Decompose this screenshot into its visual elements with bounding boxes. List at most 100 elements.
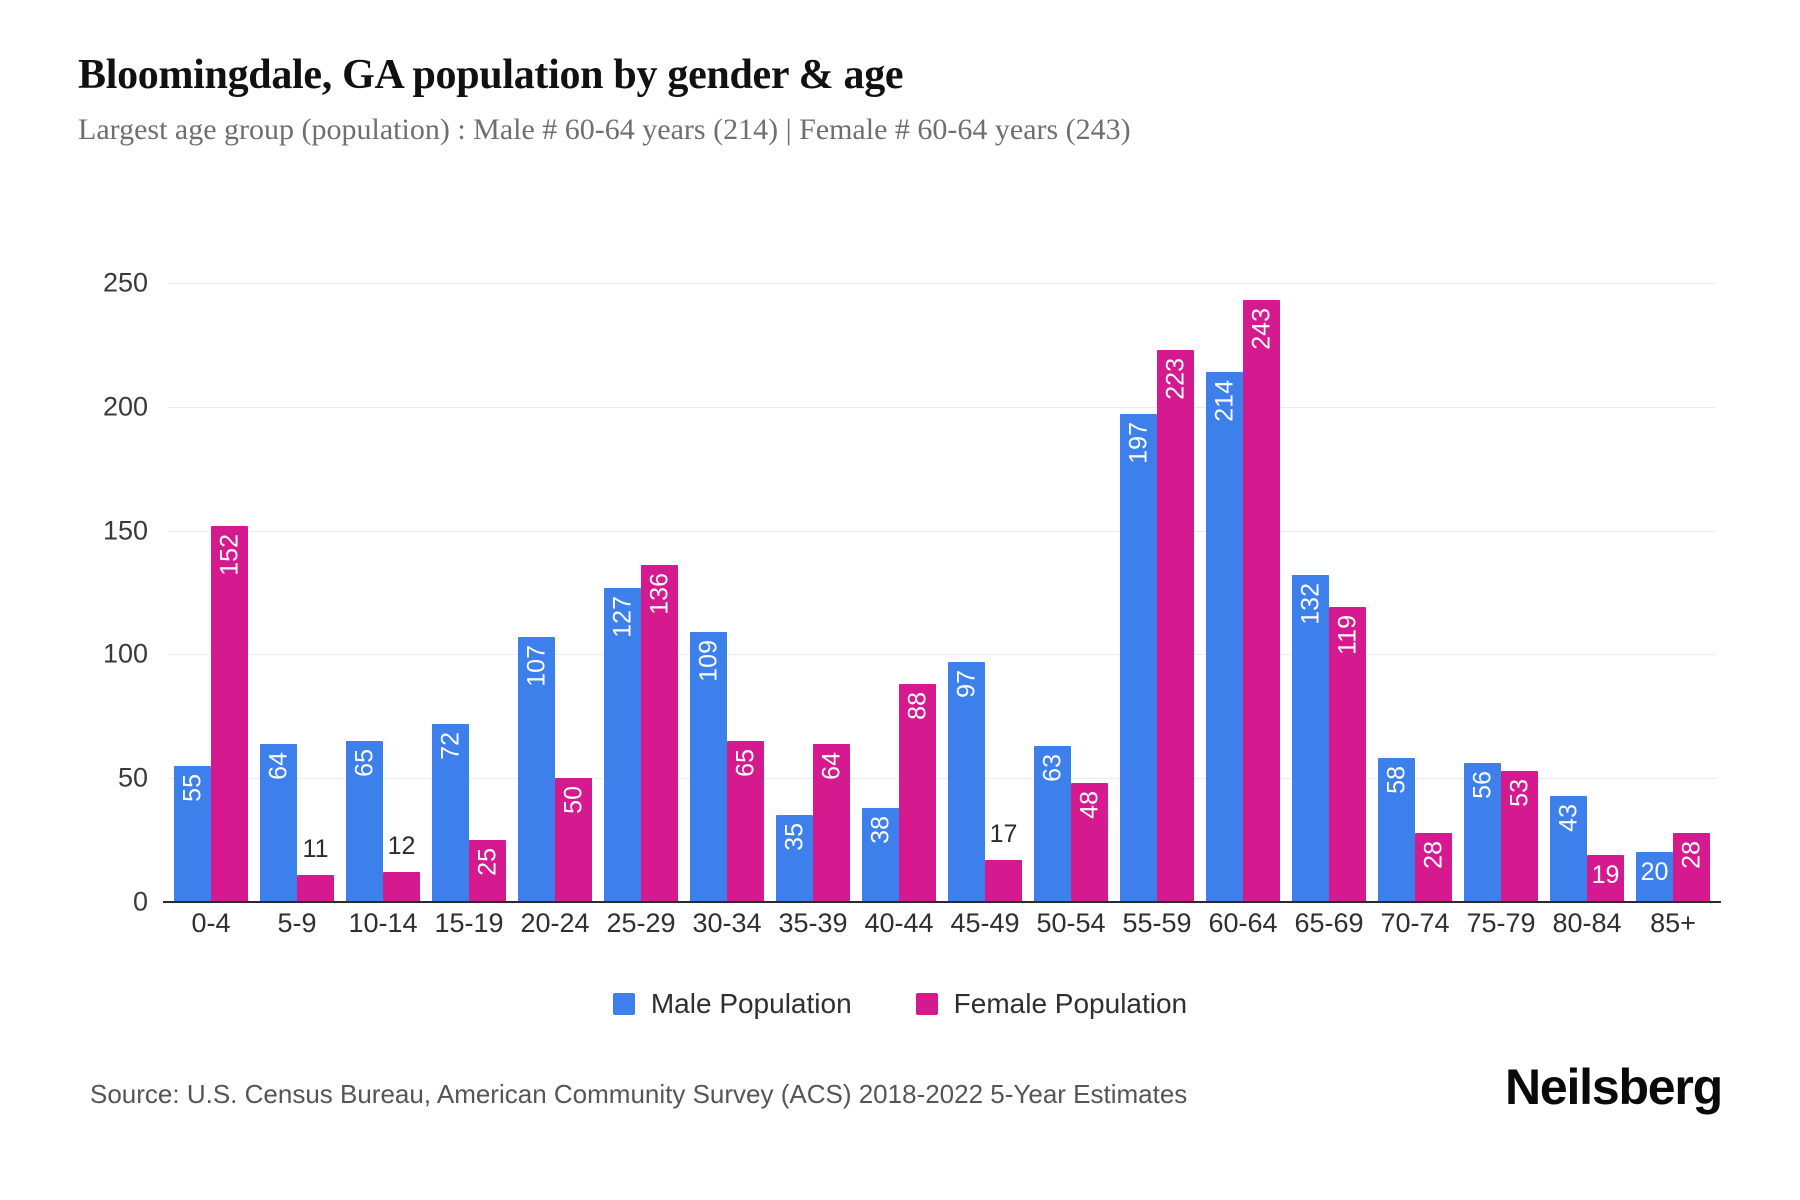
bar-value-label: 214 (1210, 380, 1238, 422)
bar-value-label: 48 (1075, 791, 1103, 819)
x-axis-tick-label: 5-9 (277, 908, 317, 938)
x-axis-labels: 0-4 5-9 10-14 15-19 20-24 25-29 30-34 35-39 40-4… (168, 908, 1716, 939)
male-bar[interactable]: 64 (260, 743, 297, 902)
chart-header: Bloomingdale, GA population by gender & … (78, 52, 1738, 148)
y-axis-tick-label: 0 (132, 886, 148, 917)
male-bar[interactable]: 43 (1550, 795, 1587, 902)
bar-value-label: 43 (1554, 803, 1582, 832)
female-bar[interactable]: 53 (1501, 770, 1538, 902)
legend-item-male[interactable]: Male Population (612, 988, 852, 1020)
bar-value-label: 11 (302, 834, 329, 863)
y-axis-tick-label: 150 (102, 515, 148, 546)
bar-group: 56 53 (1458, 283, 1544, 902)
female-bar[interactable]: 152 (211, 525, 248, 902)
bar-value-label: 136 (645, 573, 673, 615)
bar-value-label: 50 (559, 786, 587, 815)
bar-value-label: 38 (866, 815, 894, 844)
bar-group: 63 48 (1028, 283, 1114, 902)
y-axis-tick-label: 50 (117, 762, 148, 793)
bar-group: 214 243 (1200, 283, 1286, 902)
x-axis-tick-label: 65-69 (1294, 908, 1364, 938)
y-axis-tick-label: 200 (102, 391, 148, 422)
legend-swatch-icon (915, 993, 938, 1015)
female-bar[interactable]: 48 (1071, 783, 1108, 902)
x-axis-tick-label: 55-59 (1122, 908, 1192, 938)
bar-value-label: 20 (1640, 858, 1669, 887)
legend-label: Male Population (650, 988, 852, 1019)
gridline (168, 406, 1716, 408)
bar-group: 197 223 (1114, 283, 1200, 902)
x-axis-tick-label: 30-34 (692, 908, 762, 938)
bar-value-label: 58 (1382, 766, 1410, 795)
bar-value-label: 28 (1419, 840, 1447, 869)
male-bar[interactable]: 132 (1292, 575, 1329, 902)
gridline (168, 778, 1716, 780)
bar-value-label: 53 (1505, 778, 1533, 807)
male-bar[interactable]: 72 (432, 723, 469, 902)
x-axis-tick-label: 15-19 (434, 908, 504, 938)
page-title: Bloomingdale, GA population by gender & … (78, 52, 904, 98)
bar-series-container: 55 152 64 11 65 12 72 25 107 50 127 136 109 65 35 64 38 8… (168, 283, 1716, 902)
male-bar[interactable]: 35 (776, 815, 813, 902)
female-bar[interactable]: 11 (297, 836, 334, 902)
male-bar[interactable]: 97 (948, 661, 985, 902)
male-bar[interactable]: 20 (1636, 852, 1673, 902)
x-axis-tick-label: 10-14 (348, 908, 418, 938)
male-bar[interactable]: 56 (1464, 763, 1501, 902)
x-axis-tick-label: 85+ (1650, 908, 1696, 938)
bar-group: 127 136 (598, 283, 684, 902)
x-axis-tick-label: 25-29 (606, 908, 676, 938)
female-bar[interactable]: 12 (383, 834, 420, 902)
male-bar[interactable]: 55 (174, 765, 211, 902)
female-bar[interactable]: 28 (1415, 832, 1452, 902)
bar-value-label: 97 (952, 669, 980, 698)
female-bar[interactable]: 17 (985, 821, 1022, 902)
male-bar[interactable]: 214 (1206, 372, 1243, 902)
bar-value-label: 88 (903, 692, 931, 720)
bar-value-label: 72 (436, 731, 464, 760)
male-bar[interactable]: 127 (604, 587, 641, 902)
chart-subtitle: Largest age group (population) : Male # … (78, 113, 1131, 147)
male-bar[interactable]: 197 (1120, 414, 1157, 902)
legend-swatch-icon (612, 993, 635, 1015)
bar-value-label: 28 (1677, 840, 1705, 869)
female-bar[interactable]: 136 (641, 565, 678, 902)
bar-value-label: 64 (817, 751, 845, 780)
male-bar[interactable]: 109 (690, 632, 727, 902)
bar-value-label: 65 (350, 749, 378, 777)
bar-value-label: 56 (1468, 771, 1496, 800)
legend-item-female[interactable]: Female Population (915, 988, 1187, 1020)
female-bar[interactable]: 64 (813, 743, 850, 902)
bar-group: 97 17 (942, 283, 1028, 902)
bar-value-label: 132 (1296, 583, 1324, 625)
female-bar[interactable]: 28 (1673, 832, 1710, 902)
bar-value-label: 119 (1333, 615, 1361, 656)
male-bar[interactable]: 58 (1378, 758, 1415, 902)
male-bar[interactable]: 63 (1034, 746, 1071, 902)
bar-group: 109 65 (684, 283, 770, 902)
female-bar[interactable]: 243 (1243, 300, 1280, 902)
female-bar[interactable]: 19 (1587, 854, 1624, 902)
female-bar[interactable]: 223 (1157, 349, 1194, 902)
bar-value-label: 19 (1591, 860, 1620, 889)
female-bar[interactable]: 25 (469, 840, 506, 902)
y-axis-tick-label: 250 (102, 267, 148, 298)
female-bar[interactable]: 88 (899, 684, 936, 902)
female-bar[interactable]: 65 (727, 741, 764, 902)
x-axis-baseline (163, 901, 1721, 903)
male-bar[interactable]: 65 (346, 741, 383, 902)
bar-value-label: 63 (1038, 754, 1066, 782)
female-bar[interactable]: 119 (1329, 607, 1366, 902)
male-bar[interactable]: 38 (862, 807, 899, 902)
x-axis-tick-label: 40-44 (864, 908, 934, 938)
bar-value-label: 12 (387, 832, 416, 861)
x-axis-tick-label: 75-79 (1466, 908, 1536, 938)
x-axis-tick-label: 45-49 (950, 908, 1020, 938)
x-axis-tick-label: 50-54 (1036, 908, 1106, 938)
bar-value-label: 109 (694, 640, 722, 682)
female-bar[interactable]: 50 (555, 778, 592, 902)
gridline (168, 530, 1716, 532)
bar-group: 64 11 (254, 283, 340, 902)
male-bar[interactable]: 107 (518, 637, 555, 902)
